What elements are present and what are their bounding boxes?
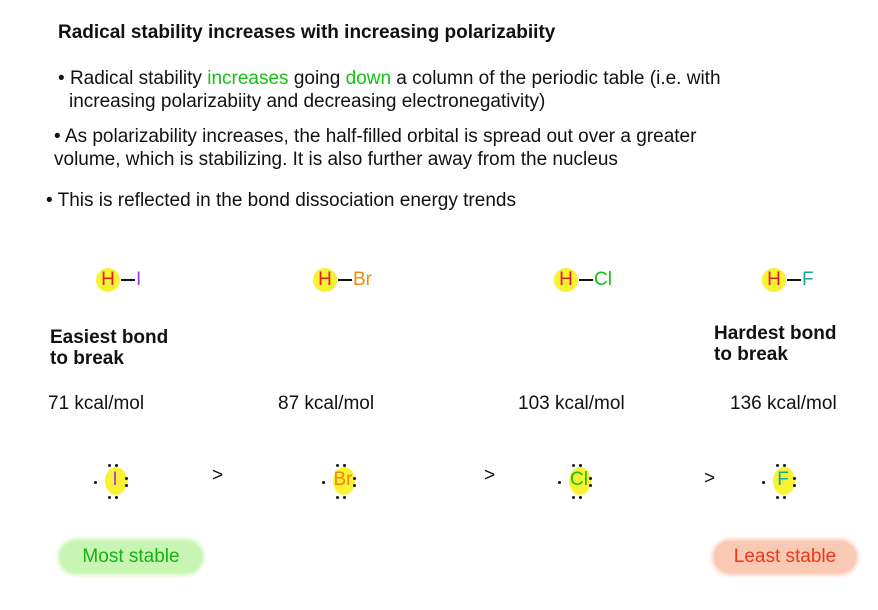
bond-line: [787, 279, 801, 281]
hydrogen-atom: H: [313, 268, 337, 292]
most-stable-badge: Most stable: [60, 541, 202, 573]
radical-highlight: [105, 467, 127, 495]
halogen-atom: Cl: [594, 269, 612, 290]
bond-line: [579, 279, 593, 281]
radical-bromine: Br: [322, 464, 360, 499]
halogen-atom: I: [136, 269, 142, 290]
energy-hf: 136 kcal/mol: [730, 393, 837, 414]
molecule-hcl: H Cl: [554, 268, 612, 292]
greater-than-3: >: [704, 468, 716, 489]
easiest-bond-label: Easiest bond to break: [50, 327, 168, 369]
greater-than-2: >: [484, 465, 496, 486]
highlight-down: down: [345, 68, 392, 89]
easiest-bond-line1: Easiest bond: [50, 327, 169, 348]
hardest-bond-label: Hardest bond to break: [714, 323, 836, 365]
bullet-marker: •: [46, 190, 53, 211]
molecule-hbr: H Br: [313, 268, 372, 292]
greater-than-1: >: [212, 465, 224, 486]
bullet-text-post: a column of the periodic table (i.e. wit…: [391, 68, 721, 89]
hardest-bond-line2: to break: [714, 344, 788, 365]
radical-symbol: Cl: [570, 469, 588, 490]
radical-highlight: [773, 467, 795, 495]
hydrogen-atom: H: [554, 268, 578, 292]
bullet-polarizability: • As polarizability increases, the half-…: [54, 125, 696, 148]
radical-symbol: F: [777, 469, 789, 490]
bullet-polarizability-line2: volume, which is stabilizing. It is also…: [54, 149, 618, 170]
bullet-marker: •: [54, 126, 61, 147]
bond-line: [338, 279, 352, 281]
bullet-marker: •: [58, 68, 65, 89]
hydrogen-atom: H: [96, 268, 120, 292]
radical-highlight: [333, 467, 355, 495]
radical-iodine: I: [94, 464, 132, 499]
highlight-increases: increases: [207, 68, 289, 89]
radical-highlight: [569, 467, 591, 495]
energy-hi: 71 kcal/mol: [48, 393, 145, 414]
radical-fluorine: F: [762, 464, 800, 499]
radical-symbol: Br: [333, 469, 353, 490]
page-title: Radical stability increases with increas…: [58, 22, 556, 43]
bullet-text-pre: Radical stability: [69, 68, 208, 89]
bullet-text: As polarizability increases, the half-fi…: [64, 126, 697, 147]
energy-hcl: 103 kcal/mol: [518, 393, 625, 414]
least-stable-badge: Least stable: [714, 541, 856, 573]
radical-chlorine: Cl: [558, 464, 596, 499]
bullet-text-mid: going: [288, 68, 346, 89]
easiest-bond-line2: to break: [50, 348, 124, 369]
radical-symbol: I: [112, 469, 118, 490]
hydrogen-atom: H: [762, 268, 786, 292]
bullet-text: This is reflected in the bond dissociati…: [57, 190, 516, 211]
bullet-stability-trend-line2: increasing polarizabiity and decreasing …: [69, 91, 546, 112]
halogen-atom: F: [802, 269, 814, 290]
bullet-stability-trend: • Radical stability increases going down…: [58, 67, 721, 90]
halogen-atom: Br: [353, 269, 372, 290]
bullet-bde: • This is reflected in the bond dissocia…: [46, 189, 516, 212]
energy-hbr: 87 kcal/mol: [278, 393, 375, 414]
bond-line: [121, 279, 135, 281]
hardest-bond-line1: Hardest bond: [714, 323, 837, 344]
